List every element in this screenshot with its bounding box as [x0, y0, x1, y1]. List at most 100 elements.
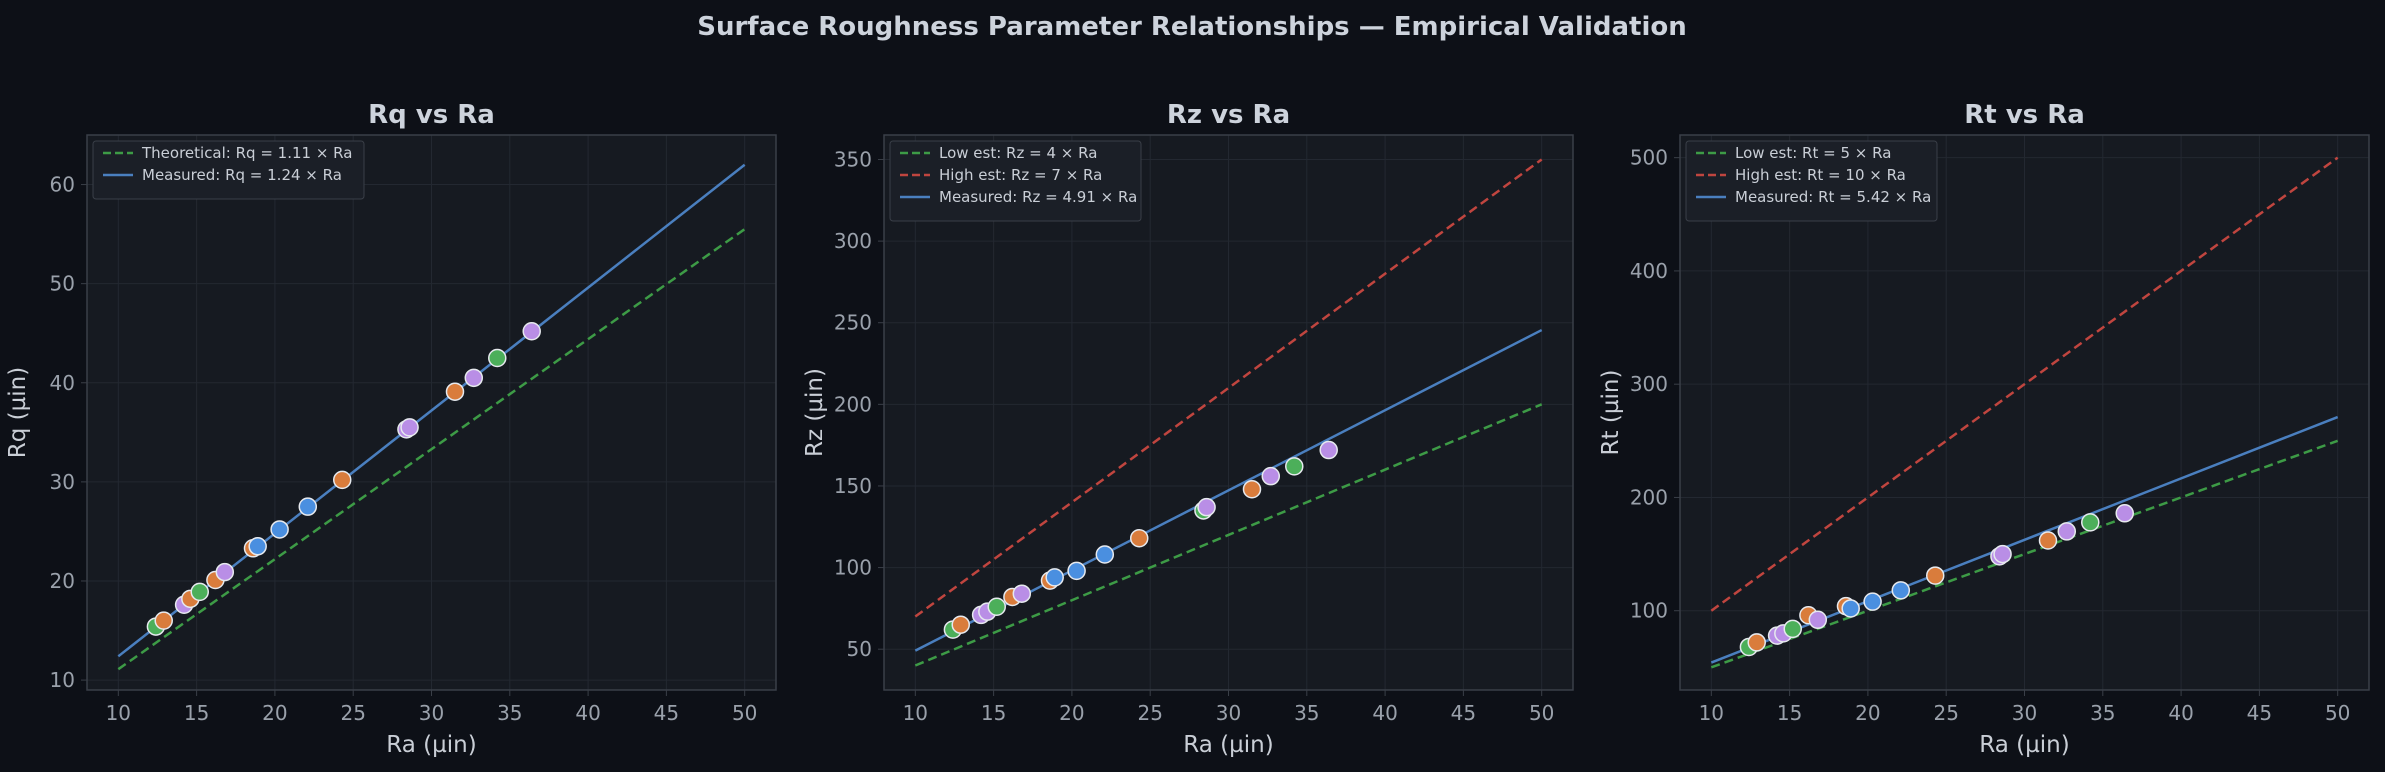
x-tick-label: 10 — [903, 701, 928, 725]
x-tick-label: 50 — [2325, 701, 2350, 725]
legend: Theoretical: Rq = 1.11 × Ra Measured: Rq … — [92, 140, 365, 200]
x-tick-label: 40 — [1372, 701, 1397, 725]
data-point — [951, 615, 970, 634]
x-tick-label: 30 — [419, 701, 444, 725]
x-tick-label: 50 — [732, 701, 757, 725]
y-tick-label: 400 — [1630, 259, 1668, 283]
y-tick-label: 50 — [50, 272, 75, 296]
data-point — [154, 611, 173, 630]
x-axis-label: Ra (µin) — [1183, 732, 1273, 758]
y-tick-label: 150 — [834, 474, 872, 498]
y-tick-label: 350 — [834, 147, 872, 171]
data-point — [445, 382, 465, 401]
data-point — [522, 321, 541, 341]
legend-box — [1685, 140, 1938, 222]
x-tick-label: 15 — [1777, 701, 1802, 725]
data-point — [1067, 561, 1086, 581]
y-tick-label: 10 — [50, 668, 75, 692]
data-point — [1319, 440, 1338, 460]
data-point — [1808, 610, 1828, 630]
panels: 10 15 20 25 30 35 40 45 50 10 20 30 40 50 60 Theoretica… — [5, 100, 2370, 758]
data-point — [1891, 581, 1911, 600]
data-point — [1242, 479, 1262, 499]
x-tick-label: 45 — [654, 701, 679, 725]
x-tick-label: 25 — [1137, 701, 1162, 725]
legend: Low est: Rz = 4 × Ra High est: Rz = 7 × R… — [889, 140, 1142, 222]
x-tick-label: 40 — [2168, 701, 2193, 725]
data-point — [332, 470, 352, 490]
y-axis-label: Rz (µin) — [802, 368, 828, 457]
y-tick-label: 100 — [1630, 599, 1668, 623]
x-tick-label: 35 — [1294, 701, 1319, 725]
data-point — [400, 418, 419, 437]
chart-panel-2: 10 15 20 25 30 35 40 45 50 50 100 150 200 250 300 350 Lo… — [802, 100, 1574, 758]
y-tick-label: 60 — [50, 173, 75, 197]
data-point — [270, 520, 289, 539]
y-tick-label: 500 — [1630, 146, 1668, 170]
chart-title: Rt vs Ra — [1964, 100, 2085, 130]
y-tick-label: 200 — [834, 392, 872, 416]
data-point — [488, 348, 507, 368]
data-point — [1783, 619, 1802, 639]
y-tick-label: 300 — [834, 229, 872, 253]
legend-label: Measured: Rz = 4.91 × Ra — [939, 188, 1137, 206]
chart-title: Rq vs Ra — [368, 100, 495, 130]
data-point — [1863, 592, 1882, 611]
data-point — [298, 497, 318, 516]
x-tick-label: 25 — [1933, 701, 1958, 725]
y-tick-label: 50 — [847, 637, 872, 661]
data-point — [248, 537, 267, 556]
x-axis-label: Ra (µin) — [386, 732, 476, 758]
data-point — [1993, 544, 2012, 564]
data-point — [1045, 568, 1064, 587]
data-point — [1197, 497, 1216, 517]
legend-box — [889, 140, 1142, 222]
data-point — [190, 582, 209, 602]
data-point — [1747, 633, 1766, 652]
x-tick-label: 20 — [1059, 701, 1084, 725]
data-point — [464, 368, 484, 388]
x-tick-label: 10 — [106, 701, 131, 725]
x-tick-label: 30 — [1216, 701, 1241, 725]
x-tick-label: 10 — [1699, 701, 1724, 725]
series-line-2 — [1710, 156, 2339, 612]
series-line-2 — [914, 158, 1543, 618]
x-tick-label: 20 — [1855, 701, 1880, 725]
data-point — [1095, 545, 1115, 564]
x-tick-label: 45 — [1451, 701, 1476, 725]
legend-label: High est: Rz = 7 × Ra — [939, 166, 1102, 184]
plot-frame — [883, 134, 1574, 691]
x-tick-label: 40 — [575, 701, 600, 725]
legend-label: Theoretical: Rq = 1.11 × Ra — [141, 144, 352, 162]
legend-label: Measured: Rt = 5.42 × Ra — [1735, 188, 1931, 206]
data-point — [1285, 457, 1304, 476]
data-point — [2081, 513, 2100, 532]
x-tick-label: 45 — [2247, 701, 2272, 725]
data-point — [1925, 566, 1945, 585]
x-tick-label: 20 — [262, 701, 287, 725]
x-tick-label: 25 — [340, 701, 365, 725]
series-line-1 — [117, 228, 746, 671]
data-point — [987, 597, 1006, 616]
y-tick-label: 200 — [1630, 485, 1668, 509]
x-tick-label: 15 — [184, 701, 209, 725]
data-point — [1012, 584, 1032, 603]
series-line-1 — [914, 403, 1543, 667]
legend-box — [92, 140, 365, 200]
figure-title: Surface Roughness Parameter Relationship… — [697, 12, 1687, 42]
plot-frame — [1679, 134, 2370, 691]
data-point — [2038, 531, 2058, 550]
plot-frame — [86, 134, 777, 691]
y-tick-label: 30 — [50, 470, 75, 494]
chart-panel-3: 10 15 20 25 30 35 40 45 50 100 200 300 400 500 Low est… — [1598, 100, 2370, 758]
y-tick-label: 40 — [50, 371, 75, 395]
x-tick-label: 30 — [2012, 701, 2037, 725]
y-tick-label: 250 — [834, 311, 872, 335]
data-point — [2057, 522, 2077, 541]
y-axis-label: Rq (µin) — [5, 367, 31, 458]
x-tick-label: 50 — [1529, 701, 1554, 725]
legend-label: High est: Rt = 10 × Ra — [1735, 166, 1906, 184]
chart-title: Rz vs Ra — [1167, 100, 1290, 130]
data-point — [215, 562, 235, 582]
